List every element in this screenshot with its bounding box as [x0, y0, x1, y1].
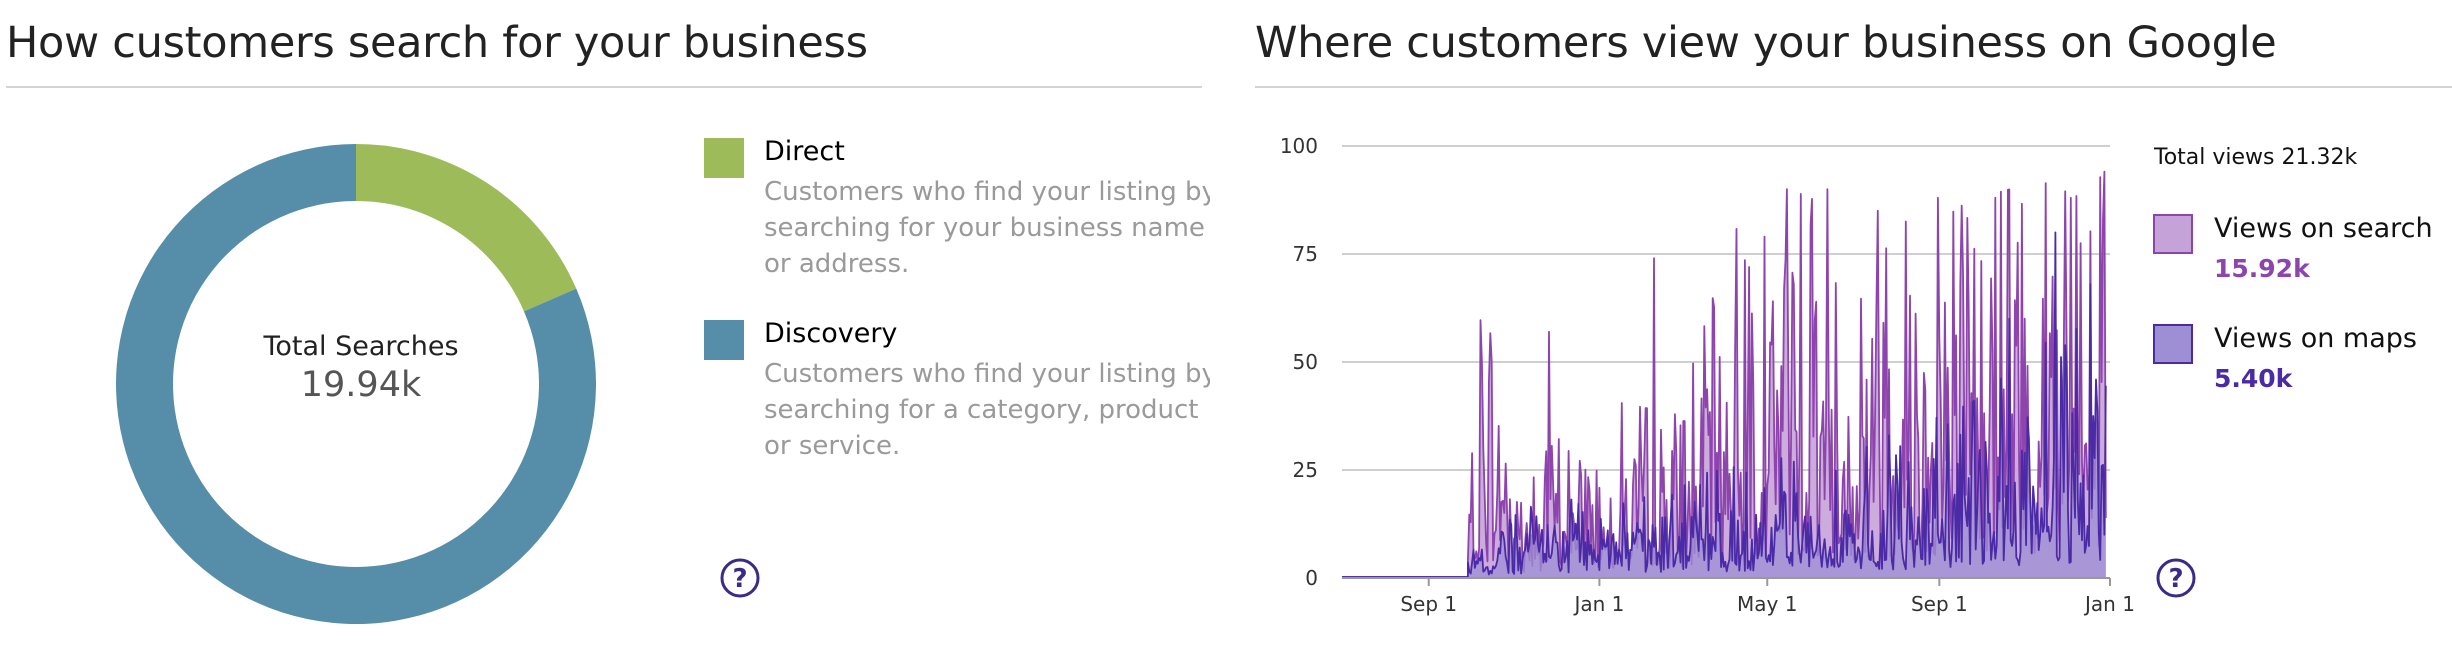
searches-help-button[interactable]: ? [720, 558, 760, 598]
question-mark-glyph: ? [732, 564, 747, 594]
views-on-maps-label: Views on maps [2214, 323, 2417, 354]
series-area-maps [1342, 232, 2106, 578]
series-line-maps [1342, 231, 2107, 578]
y-tick-label: 0 [1305, 566, 1318, 590]
views-panel-title: Where customers view your business on Go… [1255, 18, 2277, 68]
x-tick-label: May 1 [1737, 592, 1797, 616]
views-on-maps-total: 5.40k [2214, 364, 2294, 393]
donut-slice-direct[interactable] [356, 144, 577, 312]
series-areas [1342, 170, 2107, 578]
total-views-label: Total views 21.32k [2153, 145, 2357, 170]
x-tick-label: Sep 1 [1400, 592, 1457, 616]
donut-center-label: Total Searches [262, 331, 458, 362]
y-tick-label: 75 [1293, 242, 1318, 266]
views-help-button[interactable]: ? [2156, 558, 2196, 598]
question-circle-icon [2156, 558, 2196, 598]
x-axis-ticks: Sep 1 Jan 1 May 1 Sep 1 Jan 1 [1400, 578, 2135, 616]
views-on-search-swatch [2153, 214, 2193, 254]
y-axis-ticks: 0 25 50 75 100 [1280, 134, 1318, 590]
searches-panel-title: How customers search for your business [6, 18, 868, 68]
views-title-divider [1255, 86, 2452, 88]
views-on-maps-swatch [2153, 324, 2193, 364]
y-tick-label: 50 [1293, 350, 1318, 374]
x-tick-label: Jan 1 [1572, 592, 1624, 616]
question-mark-glyph: ? [2168, 564, 2183, 594]
total-searches-donut-chart: Total Searches 19.94k [116, 144, 596, 624]
searches-help-wrapper: ? [720, 558, 760, 598]
y-tick-label: 100 [1280, 134, 1318, 158]
y-tick-label: 25 [1293, 458, 1318, 482]
views-on-search-label: Views on search [2214, 213, 2433, 244]
question-circle-icon [720, 558, 760, 598]
x-tick-label: Jan 1 [2083, 592, 2135, 616]
donut-center-value: 19.94k [301, 365, 422, 405]
x-tick-label: Sep 1 [1911, 592, 1968, 616]
searches-title-divider [6, 86, 1202, 88]
views-on-search-total: 15.92k [2214, 254, 2311, 283]
